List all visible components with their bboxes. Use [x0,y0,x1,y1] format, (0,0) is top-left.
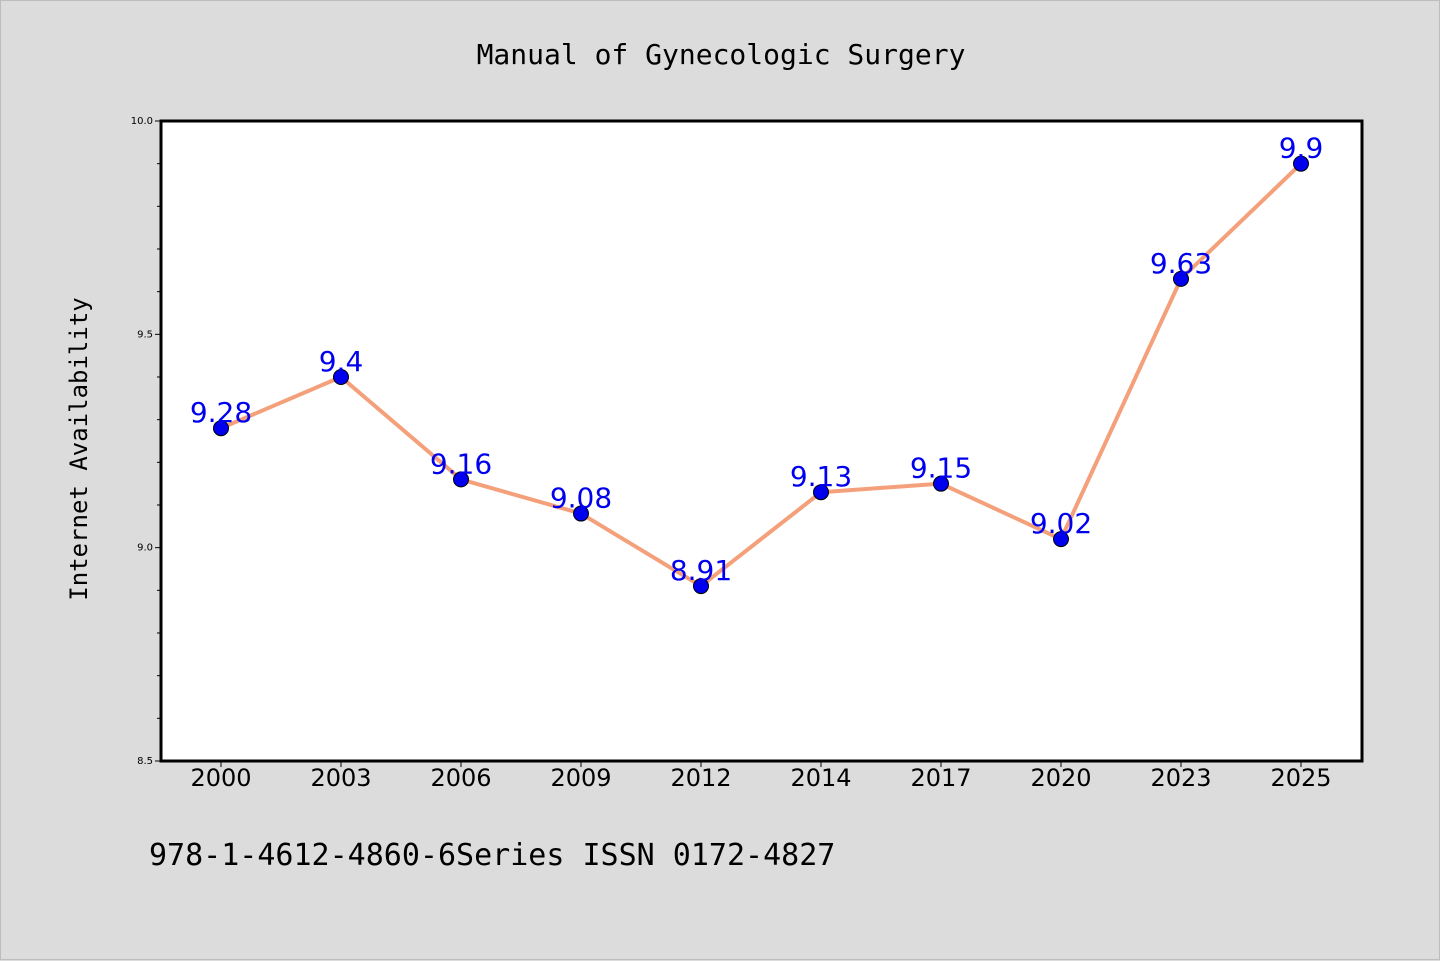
data-point [1053,531,1069,548]
data-point [933,475,949,492]
series-line [220,162,1303,589]
x-tick-label: 2025 [1270,764,1331,792]
data-point [813,484,829,501]
data-point [1173,270,1189,287]
data-label: 9.13 [790,460,852,493]
x-tick-label: 2000 [190,764,251,792]
y-tick-label: 8.5 [137,756,153,767]
y-axis-label: Internet Availability [65,297,93,600]
x-tick-label: 2014 [790,764,851,792]
data-label: 9.16 [430,447,492,480]
x-tick-label: 2017 [910,764,971,792]
x-tick-label: 2009 [550,764,611,792]
data-point [1293,155,1309,172]
data-point [693,578,709,595]
plot-area [159,119,1364,763]
y-tick-label: 10.0 [131,116,153,127]
data-label: 8.91 [670,554,732,587]
data-label: 9.4 [319,345,364,378]
data-label: 9.9 [1279,132,1324,165]
data-point [213,420,229,437]
data-point [453,471,469,488]
y-axis: 8.5 9.0 9.5 10.0 [131,116,161,767]
x-tick-label: 2020 [1030,764,1091,792]
x-tick-label: 2003 [310,764,371,792]
data-label: 9.08 [550,482,612,515]
x-tick-label: 2012 [670,764,731,792]
data-point [333,369,349,385]
data-labels-group: 9.28 9.4 9.16 9.08 8.91 9.13 9.15 9.02 9.63 9.9 [190,132,1323,587]
y-tick-label: 9.5 [137,329,153,340]
footer-isbn-issn: 978-1-4612-4860-6Series ISSN 0172-4827 [149,838,835,873]
data-point [573,505,589,522]
x-tick-label: 2023 [1150,764,1211,792]
series-group [213,155,1309,595]
data-label: 9.63 [1150,247,1212,280]
x-axis: 2000 2003 2006 2009 2012 2014 2017 2020 2023 2025 [190,761,1332,792]
data-label: 9.15 [910,452,972,485]
data-label: 9.02 [1030,507,1092,540]
chart-title: Manual of Gynecologic Surgery [477,38,966,71]
x-tick-label: 2006 [430,764,491,792]
y-tick-label: 9.0 [137,543,153,554]
data-label: 9.28 [190,396,252,429]
